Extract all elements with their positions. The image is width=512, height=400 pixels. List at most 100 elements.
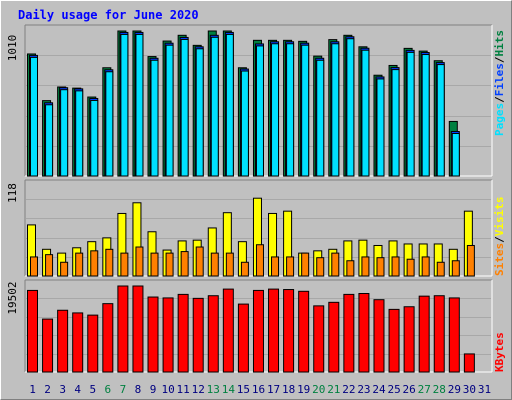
sites-bar: [75, 252, 84, 277]
pages-bar: [271, 43, 280, 177]
kbytes-bar: [57, 309, 69, 373]
kbytes-bar: [358, 293, 370, 373]
kbytes-bar: [448, 297, 460, 373]
kbytes-bar: [87, 314, 99, 373]
kbytes-bar: [162, 297, 174, 373]
pages-bar: [75, 90, 84, 177]
day-label: 17: [267, 383, 280, 396]
sites-bar: [135, 246, 144, 277]
day-label: 22: [342, 383, 355, 396]
day-label: 9: [150, 383, 157, 396]
mid-max-label: 118: [6, 183, 19, 203]
day-label: 6: [105, 383, 112, 396]
pages-bar: [105, 71, 114, 177]
sites-bar: [316, 257, 325, 277]
panel-kbytes: [24, 279, 493, 373]
legend-sep-2: /: [493, 56, 506, 63]
day-label: 12: [192, 383, 205, 396]
day-label: 26: [403, 383, 416, 396]
pages-bar: [195, 48, 204, 177]
sites-bar: [60, 261, 69, 277]
day-label: 21: [327, 383, 340, 396]
pages-bar: [135, 33, 144, 177]
kbytes-bar: [27, 289, 38, 373]
day-label: 16: [252, 383, 265, 396]
sites-bar: [376, 257, 385, 277]
day-label: 13: [207, 383, 220, 396]
kbytes-bar: [117, 285, 129, 373]
sites-bar: [436, 261, 445, 277]
panel-sites-visits: [24, 179, 493, 277]
kbytes-bar: [132, 285, 144, 373]
pages-bar: [60, 89, 69, 177]
kbytes-bar: [177, 293, 189, 373]
sites-bar: [331, 252, 340, 277]
pages-bar: [240, 70, 249, 177]
kbytes-bar: [433, 295, 445, 373]
day-label: 4: [74, 383, 81, 396]
sites-bar: [105, 248, 114, 277]
pages-bar: [361, 49, 370, 177]
kbytes-bar: [313, 305, 325, 373]
sites-bar: [391, 256, 400, 277]
day-label: 11: [177, 383, 190, 396]
pages-bar: [436, 64, 445, 177]
pages-bar: [30, 56, 38, 177]
pages-bar: [255, 45, 264, 177]
day-label: 2: [44, 383, 51, 396]
sites-bar: [150, 252, 159, 277]
sites-bar: [225, 252, 234, 277]
kbytes-bar: [298, 290, 310, 373]
pages-bar: [90, 99, 99, 177]
kbytes-bar: [147, 296, 159, 373]
pages-bar: [346, 38, 355, 177]
pages-bar: [210, 36, 219, 177]
pages-bar: [421, 54, 430, 177]
pages-bar: [451, 132, 460, 177]
sites-bar: [45, 254, 54, 277]
legend-sep-3: /: [493, 236, 506, 243]
day-label: 27: [418, 383, 431, 396]
day-label: 18: [282, 383, 295, 396]
kbytes-bar: [268, 288, 280, 373]
kbytes-bar: [192, 297, 204, 373]
pages-bar: [165, 44, 174, 177]
kbytes-bar: [72, 312, 84, 373]
sites-bar: [240, 261, 249, 277]
legend-sites: Sites: [493, 243, 506, 276]
pages-bar: [391, 69, 400, 177]
sites-bar: [421, 256, 430, 277]
day-label: 20: [312, 383, 325, 396]
pages-bar: [120, 33, 129, 177]
legend-kbytes: KBytes: [493, 332, 506, 372]
kbytes-bar: [252, 289, 264, 373]
kbytes-bar: [207, 295, 219, 373]
legend-visits: Visits: [493, 197, 506, 237]
mid-legend: Sites/Visits: [493, 197, 506, 277]
sites-bar: [346, 260, 355, 277]
day-label: 31: [478, 383, 491, 396]
legend-files: Files: [493, 63, 506, 96]
bot-max-label: 19502: [6, 281, 19, 314]
day-label: 30: [463, 383, 476, 396]
pages-bar: [45, 104, 54, 177]
pages-bar: [180, 38, 189, 177]
sites-bar: [90, 250, 99, 277]
x-axis-day-labels: 1 2 3 4 5 6 7 8 9 10 11 12 13 14 15 16 17 18 19 20 21 22 23 24 2…: [29, 383, 491, 396]
top-legend: Pages/Files/Hits: [493, 30, 506, 136]
bot-legend: KBytes: [493, 332, 506, 372]
top-max-label: 1010: [6, 35, 19, 62]
day-label: 19: [297, 383, 310, 396]
sites-bar: [210, 252, 219, 277]
kbytes-bar: [222, 288, 234, 373]
kbytes-bar: [343, 293, 355, 373]
legend-pages: Pages: [493, 103, 506, 136]
pages-bar: [406, 51, 415, 177]
kbytes-bar: [388, 308, 400, 373]
pages-bar: [376, 78, 385, 177]
pages-bar: [286, 43, 295, 177]
kbytes-bar: [42, 318, 54, 373]
sites-bar: [255, 244, 264, 277]
day-label: 10: [161, 383, 174, 396]
kbytes-bar: [418, 295, 430, 373]
